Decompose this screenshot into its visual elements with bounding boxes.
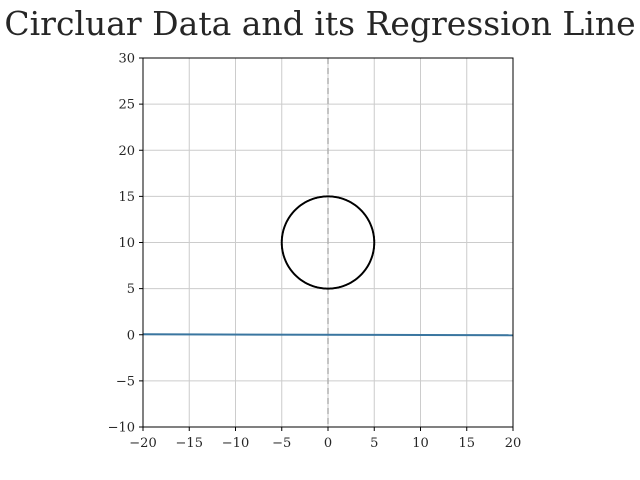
y-tick-label: −5 [116, 374, 135, 389]
x-tick-label: −10 [222, 436, 249, 451]
x-tick-label: 0 [324, 436, 332, 451]
y-tick-label: −10 [108, 421, 135, 436]
x-axis-ticks: −20 −15 −10 −5 0 5 10 15 20 [129, 427, 521, 451]
x-tick-label: −5 [272, 436, 291, 451]
x-tick-label: 5 [370, 436, 378, 451]
circle-data-points [280, 195, 376, 290]
chart-title: Circluar Data and its Regression Line [4, 4, 636, 43]
y-tick-label: 15 [118, 190, 135, 205]
y-tick-label: 20 [118, 144, 135, 159]
data-point [373, 242, 376, 245]
y-tick-label: 25 [118, 98, 135, 113]
y-tick-label: 0 [127, 328, 135, 343]
x-tick-label: −20 [129, 436, 156, 451]
y-tick-label: 5 [127, 282, 135, 297]
y-tick-label: 30 [118, 52, 135, 67]
regression-line-path [142, 333, 514, 337]
x-tick-label: −15 [176, 436, 203, 451]
x-tick-label: 10 [412, 436, 429, 451]
x-tick-label: 20 [505, 436, 522, 451]
x-tick-label: 15 [458, 436, 475, 451]
y-tick-label: 10 [118, 236, 135, 251]
regression-line [142, 333, 514, 337]
y-axis-ticks: −10 −5 0 5 10 15 20 25 30 [108, 52, 143, 436]
